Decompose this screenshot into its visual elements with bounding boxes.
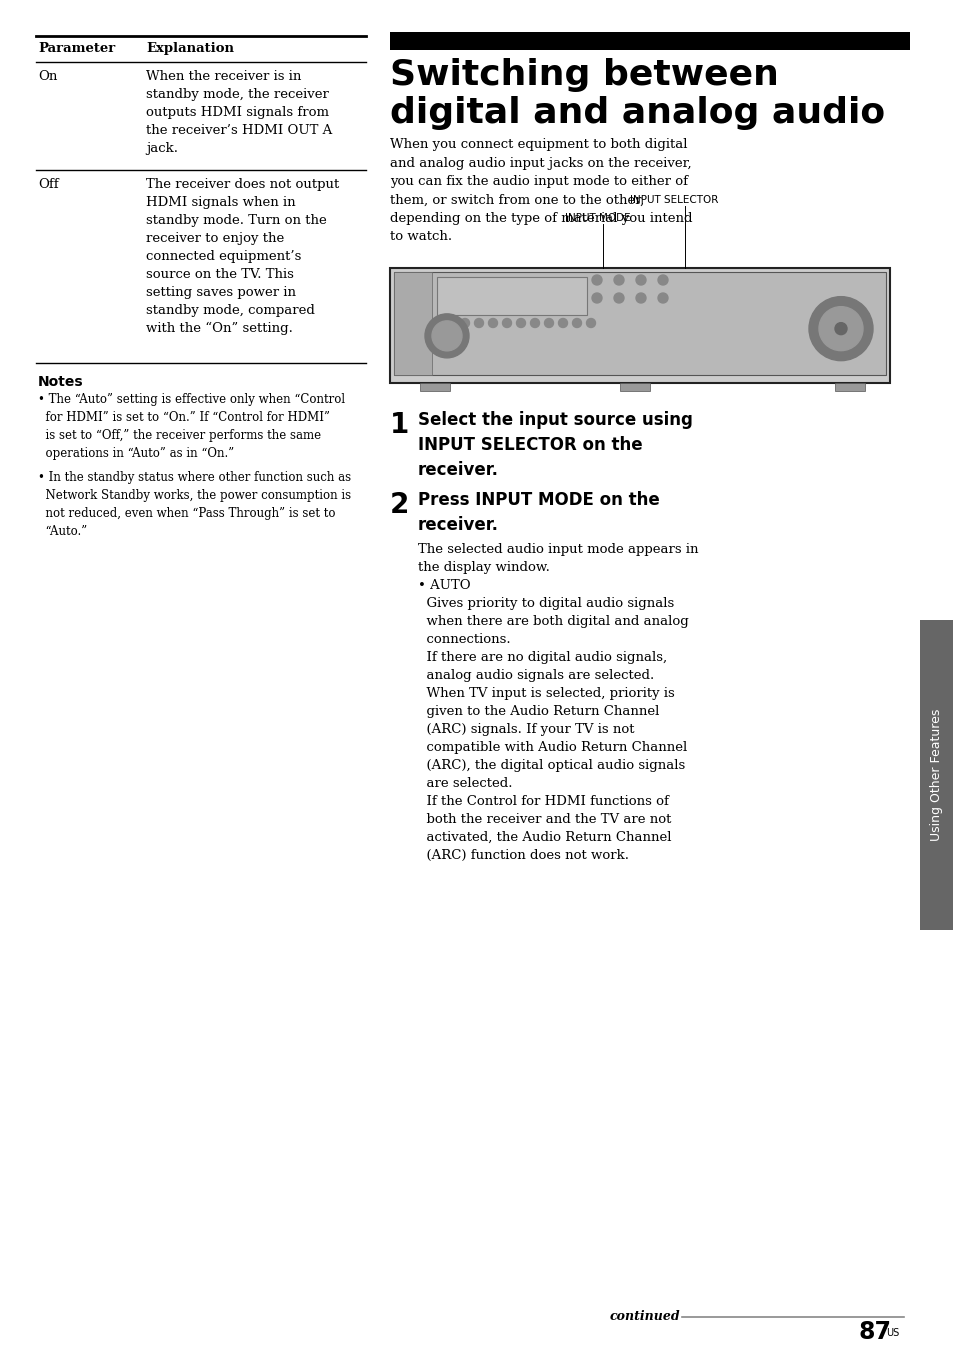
- Text: Select the input source using
INPUT SELECTOR on the
receiver.: Select the input source using INPUT SELE…: [417, 411, 692, 479]
- Circle shape: [614, 274, 623, 285]
- Circle shape: [460, 319, 469, 327]
- Text: The selected audio input mode appears in
the display window.
• AUTO
  Gives prio: The selected audio input mode appears in…: [417, 544, 698, 863]
- Bar: [919, 621, 953, 930]
- Circle shape: [488, 319, 497, 327]
- Circle shape: [658, 293, 667, 303]
- Bar: [394, 272, 885, 375]
- Circle shape: [432, 319, 441, 327]
- Text: • In the standby status where other function such as
  Network Standby works, th: • In the standby status where other func…: [38, 470, 351, 538]
- Text: Off: Off: [38, 178, 58, 191]
- Circle shape: [636, 274, 645, 285]
- Circle shape: [558, 319, 567, 327]
- Circle shape: [544, 319, 553, 327]
- Text: Parameter: Parameter: [38, 42, 115, 55]
- Text: When you connect equipment to both digital
and analog audio input jacks on the r: When you connect equipment to both digit…: [390, 138, 692, 243]
- Circle shape: [808, 296, 872, 361]
- Text: INPUT SELECTOR: INPUT SELECTOR: [629, 195, 718, 206]
- Bar: [419, 383, 450, 391]
- Text: Switching between: Switching between: [390, 58, 778, 92]
- Text: INPUT MODE: INPUT MODE: [564, 214, 630, 223]
- Bar: [834, 383, 864, 391]
- Circle shape: [432, 320, 461, 352]
- Circle shape: [636, 293, 645, 303]
- Circle shape: [614, 293, 623, 303]
- Circle shape: [592, 293, 601, 303]
- Text: continued: continued: [609, 1310, 679, 1324]
- Circle shape: [834, 323, 846, 335]
- Bar: [394, 272, 432, 375]
- Text: 1: 1: [390, 411, 409, 439]
- Circle shape: [586, 319, 595, 327]
- Text: digital and analog audio: digital and analog audio: [390, 96, 884, 130]
- Text: The receiver does not output
HDMI signals when in
standby mode. Turn on the
rece: The receiver does not output HDMI signal…: [146, 178, 339, 335]
- Text: When the receiver is in
standby mode, the receiver
outputs HDMI signals from
the: When the receiver is in standby mode, th…: [146, 70, 332, 155]
- Circle shape: [658, 274, 667, 285]
- Text: Notes: Notes: [38, 375, 84, 389]
- Circle shape: [516, 319, 525, 327]
- Text: Press INPUT MODE on the
receiver.: Press INPUT MODE on the receiver.: [417, 491, 659, 534]
- Bar: [436, 277, 586, 315]
- Circle shape: [424, 314, 469, 358]
- Text: • The “Auto” setting is effective only when “Control
  for HDMI” is set to “On.”: • The “Auto” setting is effective only w…: [38, 393, 345, 460]
- Bar: [390, 268, 889, 383]
- Circle shape: [502, 319, 511, 327]
- Circle shape: [446, 319, 455, 327]
- Text: US: US: [885, 1328, 899, 1338]
- Bar: [390, 32, 909, 50]
- Circle shape: [530, 319, 539, 327]
- Text: 2: 2: [390, 491, 409, 519]
- Circle shape: [818, 307, 862, 350]
- Text: Explanation: Explanation: [146, 42, 233, 55]
- Circle shape: [572, 319, 581, 327]
- Text: On: On: [38, 70, 57, 82]
- Text: 87: 87: [858, 1320, 891, 1344]
- Bar: [619, 383, 649, 391]
- Text: Using Other Features: Using Other Features: [929, 708, 943, 841]
- Circle shape: [474, 319, 483, 327]
- Circle shape: [592, 274, 601, 285]
